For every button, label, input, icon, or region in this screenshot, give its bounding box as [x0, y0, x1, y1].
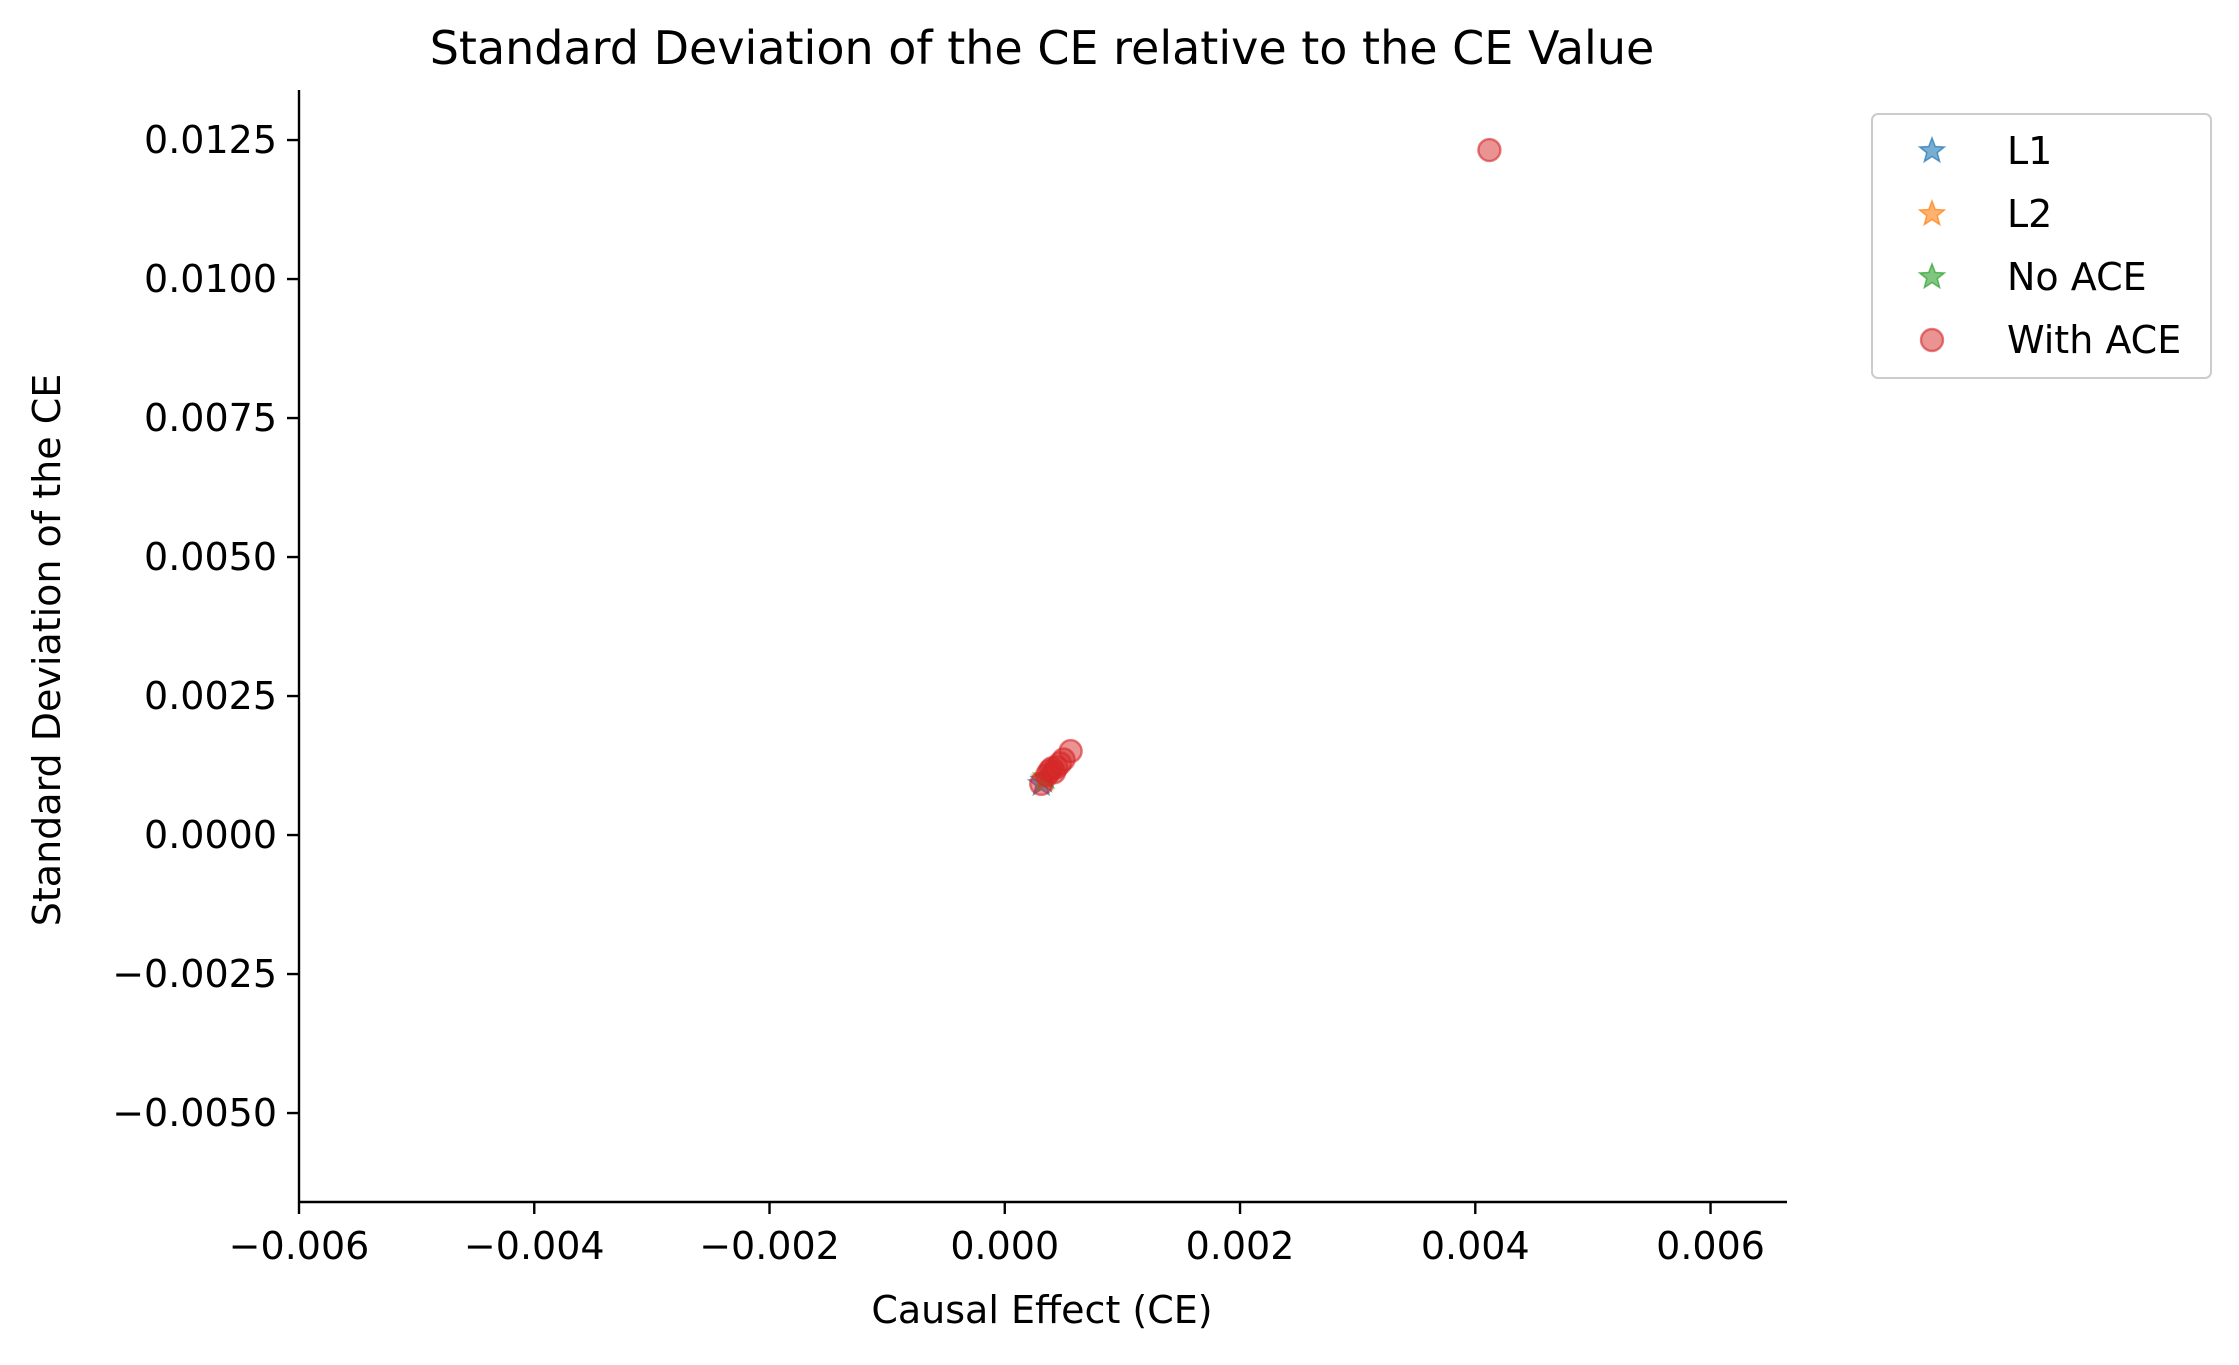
legend-label-l2: L2	[2007, 192, 2052, 236]
y-tick-label: 0.0050	[144, 535, 277, 579]
legend-marker-with-ace	[1919, 327, 1945, 353]
y-tick-label: 0.0075	[144, 396, 277, 440]
x-tick-label: −0.002	[699, 1224, 840, 1268]
legend-frame	[1871, 113, 2212, 379]
y-axis-label: Standard Deviation of the CE	[25, 374, 69, 926]
legend: L1 L2 No ACE With ACE	[1871, 113, 2212, 379]
legend-label-with-ace: With ACE	[2007, 318, 2181, 362]
x-tick-label: −0.004	[464, 1224, 605, 1268]
y-tick-label: 0.0100	[144, 257, 277, 301]
y-tick-label: −0.0025	[112, 952, 277, 996]
tick-marks: −0.006 −0.004 −0.002 0.000 0.002 0.004 0.006 −0…	[112, 118, 1765, 1268]
x-tick-label: 0.002	[1186, 1224, 1295, 1268]
x-tick-label: −0.006	[229, 1224, 370, 1268]
x-axis-label: Causal Effect (CE)	[871, 1288, 1212, 1332]
point-with-ace	[1058, 738, 1083, 764]
legend-label-l1: L1	[2007, 129, 2052, 173]
y-tick-label: −0.0050	[112, 1091, 277, 1135]
legend-marker-l2	[1917, 198, 1947, 227]
y-tick-label: 0.0125	[144, 118, 277, 162]
x-tick-label: 0.004	[1421, 1224, 1530, 1268]
chart-title: Standard Deviation of the CE relative to…	[430, 21, 1655, 75]
legend-label-no-ace: No ACE	[2007, 255, 2147, 299]
x-tick-label: 0.000	[950, 1224, 1059, 1268]
axes	[297, 90, 1787, 1204]
x-tick-label: 0.006	[1656, 1224, 1765, 1268]
point-with-ace	[1477, 137, 1502, 163]
data-points	[1026, 137, 1502, 797]
legend-marker-l1	[1917, 135, 1947, 164]
y-tick-label: 0.0000	[144, 813, 277, 857]
legend-marker-no-ace	[1917, 261, 1947, 290]
y-tick-label: 0.0025	[144, 674, 277, 718]
